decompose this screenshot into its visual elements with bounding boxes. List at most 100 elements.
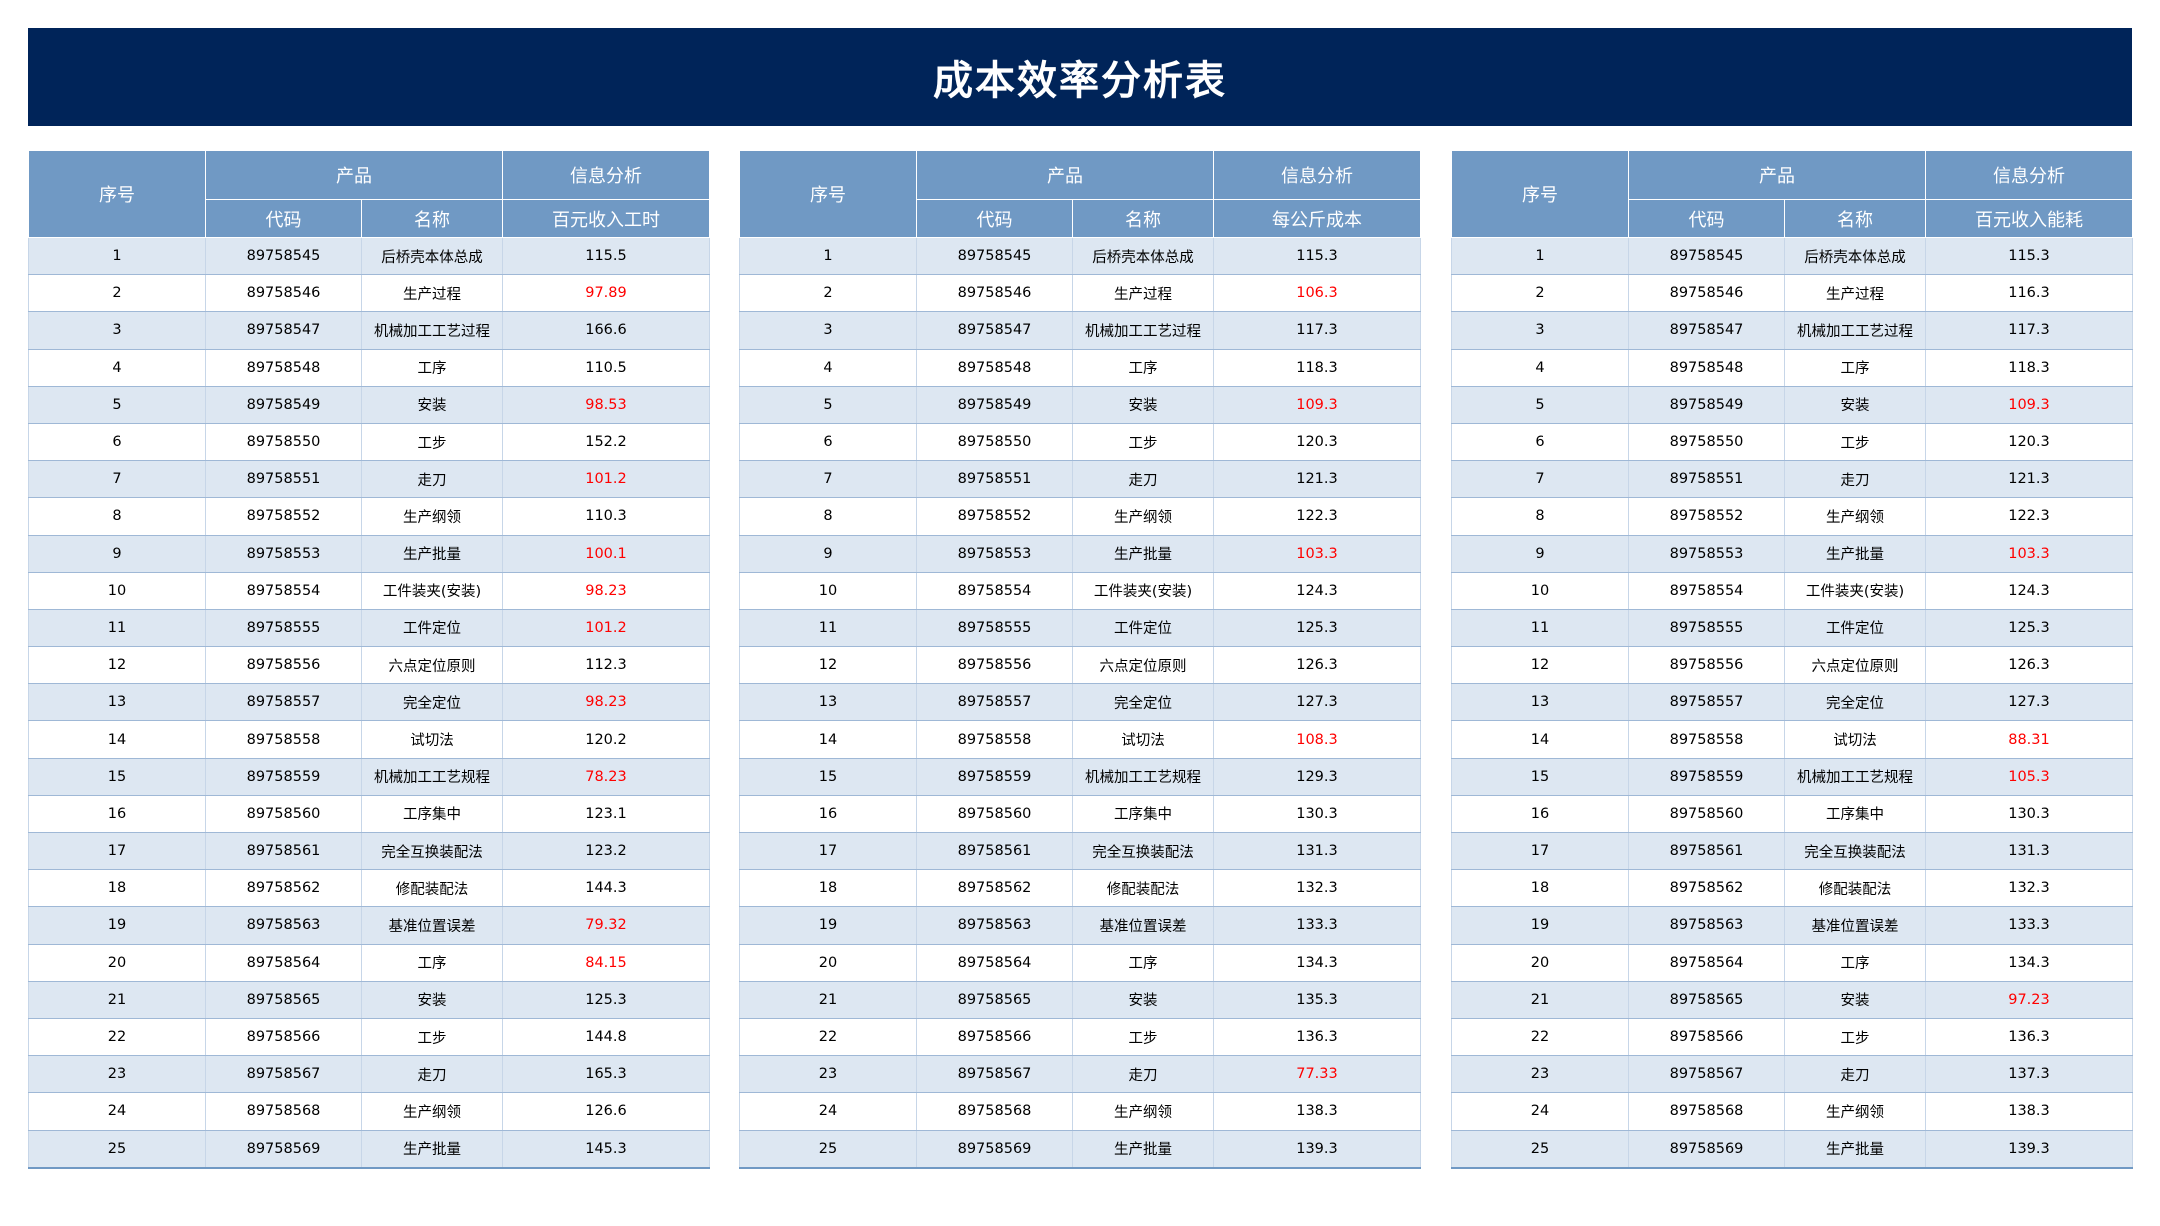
cell-code: 89758555 — [1628, 608, 1785, 648]
cell-value: 165.3 — [502, 1055, 710, 1094]
table-row: 20 89758564 工序 84.15 — [28, 943, 710, 982]
cell-name: 安装 — [361, 980, 503, 1019]
cell-code: 89758554 — [205, 571, 362, 610]
cell-name: 工序 — [361, 348, 503, 387]
cell-name: 生产批量 — [1784, 1129, 1926, 1169]
table-row: 8 89758552 生产纲领 122.3 — [1451, 497, 2133, 536]
cell-seq: 5 — [28, 385, 206, 424]
cell-code: 89758565 — [916, 980, 1073, 1019]
table-body: 1 89758545 后桥壳本体总成 115.3 2 89758546 生产过程 106.3 3… — [739, 236, 1421, 1169]
cell-seq: 19 — [739, 906, 917, 945]
cell-value: 136.3 — [1213, 1017, 1421, 1057]
cell-seq: 11 — [28, 608, 206, 648]
cell-code: 89758548 — [205, 348, 362, 387]
cell-seq: 10 — [28, 571, 206, 610]
cell-value: 135.3 — [1213, 980, 1421, 1019]
table-row: 9 89758553 生产批量 103.3 — [1451, 534, 2133, 573]
table-row: 19 89758563 基准位置误差 79.32 — [28, 906, 710, 945]
cell-value: 115.5 — [502, 236, 710, 276]
table-row: 17 89758561 完全互换装配法 123.2 — [28, 831, 710, 871]
cell-seq: 13 — [739, 683, 917, 722]
cell-value: 110.3 — [502, 497, 710, 536]
cell-value: 108.3 — [1213, 720, 1421, 759]
table-row: 21 89758565 安装 97.23 — [1451, 980, 2133, 1019]
cell-seq: 17 — [28, 831, 206, 871]
cell-seq: 2 — [1451, 274, 1629, 313]
cell-name: 工序 — [1072, 348, 1214, 387]
cell-name: 工步 — [361, 422, 503, 462]
cell-seq: 9 — [739, 534, 917, 573]
cell-name: 工序 — [1784, 348, 1926, 387]
cell-value: 138.3 — [1213, 1092, 1421, 1131]
table-row: 12 89758556 六点定位原则 126.3 — [1451, 646, 2133, 685]
cell-seq: 17 — [1451, 831, 1629, 871]
table-row: 7 89758551 走刀 121.3 — [739, 460, 1421, 499]
cell-name: 工件定位 — [361, 608, 503, 648]
header-product: 产品 — [916, 150, 1214, 200]
cell-seq: 23 — [739, 1055, 917, 1094]
cell-name: 后桥壳本体总成 — [361, 236, 503, 276]
cell-code: 89758567 — [205, 1055, 362, 1094]
table-row: 5 89758549 安装 109.3 — [1451, 385, 2133, 424]
cell-name: 试切法 — [361, 720, 503, 759]
cell-name: 机械加工工艺规程 — [1072, 757, 1214, 796]
cell-name: 工件装夹(安装) — [1072, 571, 1214, 610]
cell-name: 修配装配法 — [361, 869, 503, 908]
cell-seq: 2 — [739, 274, 917, 313]
table-row: 11 89758555 工件定位 101.2 — [28, 608, 710, 648]
table-row: 25 89758569 生产批量 139.3 — [739, 1129, 1421, 1169]
cell-code: 89758569 — [916, 1129, 1073, 1169]
cell-value: 145.3 — [502, 1129, 710, 1169]
cell-code: 89758554 — [1628, 571, 1785, 610]
cell-code: 89758562 — [1628, 869, 1785, 908]
cell-name: 生产批量 — [361, 1129, 503, 1169]
cell-code: 89758549 — [1628, 385, 1785, 424]
cell-name: 生产批量 — [361, 534, 503, 573]
table-row: 6 89758550 工步 120.3 — [739, 422, 1421, 462]
cell-seq: 11 — [739, 608, 917, 648]
cell-name: 工件定位 — [1072, 608, 1214, 648]
table-row: 12 89758556 六点定位原则 126.3 — [739, 646, 1421, 685]
table-row: 20 89758564 工序 134.3 — [1451, 943, 2133, 982]
cell-name: 生产纲领 — [1072, 1092, 1214, 1131]
table-row: 1 89758545 后桥壳本体总成 115.5 — [28, 236, 710, 276]
cell-code: 89758556 — [916, 646, 1073, 685]
table-row: 14 89758558 试切法 108.3 — [739, 720, 1421, 759]
cell-name: 安装 — [1072, 980, 1214, 1019]
table-row: 5 89758549 安装 98.53 — [28, 385, 710, 424]
cell-value: 106.3 — [1213, 274, 1421, 313]
cell-value: 134.3 — [1925, 943, 2133, 982]
table-row: 6 89758550 工步 152.2 — [28, 422, 710, 462]
table-row: 19 89758563 基准位置误差 133.3 — [1451, 906, 2133, 945]
cell-value: 122.3 — [1925, 497, 2133, 536]
cell-name: 修配装配法 — [1784, 869, 1926, 908]
cell-code: 89758561 — [1628, 831, 1785, 871]
cell-seq: 16 — [1451, 794, 1629, 834]
cell-seq: 2 — [28, 274, 206, 313]
cell-name: 完全定位 — [1784, 683, 1926, 722]
table-row: 1 89758545 后桥壳本体总成 115.3 — [1451, 236, 2133, 276]
cell-code: 89758556 — [1628, 646, 1785, 685]
cell-value: 123.2 — [502, 831, 710, 871]
table-row: 17 89758561 完全互换装配法 131.3 — [1451, 831, 2133, 871]
cell-value: 84.15 — [502, 943, 710, 982]
cell-value: 139.3 — [1213, 1129, 1421, 1169]
cell-value: 136.3 — [1925, 1017, 2133, 1057]
cell-seq: 10 — [739, 571, 917, 610]
cell-seq: 4 — [739, 348, 917, 387]
cell-code: 89758564 — [205, 943, 362, 982]
table-1-wrap: 序号 产品 信息分析 代码 名称 百元收入工时 1 89758545 后桥壳本体总成… — [28, 150, 710, 1169]
cell-name: 工件定位 — [1784, 608, 1926, 648]
cell-value: 110.5 — [502, 348, 710, 387]
table-row: 9 89758553 生产批量 103.3 — [739, 534, 1421, 573]
table-row: 23 89758567 走刀 137.3 — [1451, 1055, 2133, 1094]
cell-code: 89758555 — [916, 608, 1073, 648]
cell-name: 修配装配法 — [1072, 869, 1214, 908]
cell-code: 89758566 — [205, 1017, 362, 1057]
table-row: 24 89758568 生产纲领 138.3 — [1451, 1092, 2133, 1131]
cell-value: 120.2 — [502, 720, 710, 759]
cell-seq: 12 — [28, 646, 206, 685]
cell-seq: 25 — [739, 1129, 917, 1169]
cell-value: 79.32 — [502, 906, 710, 945]
cell-seq: 5 — [1451, 385, 1629, 424]
